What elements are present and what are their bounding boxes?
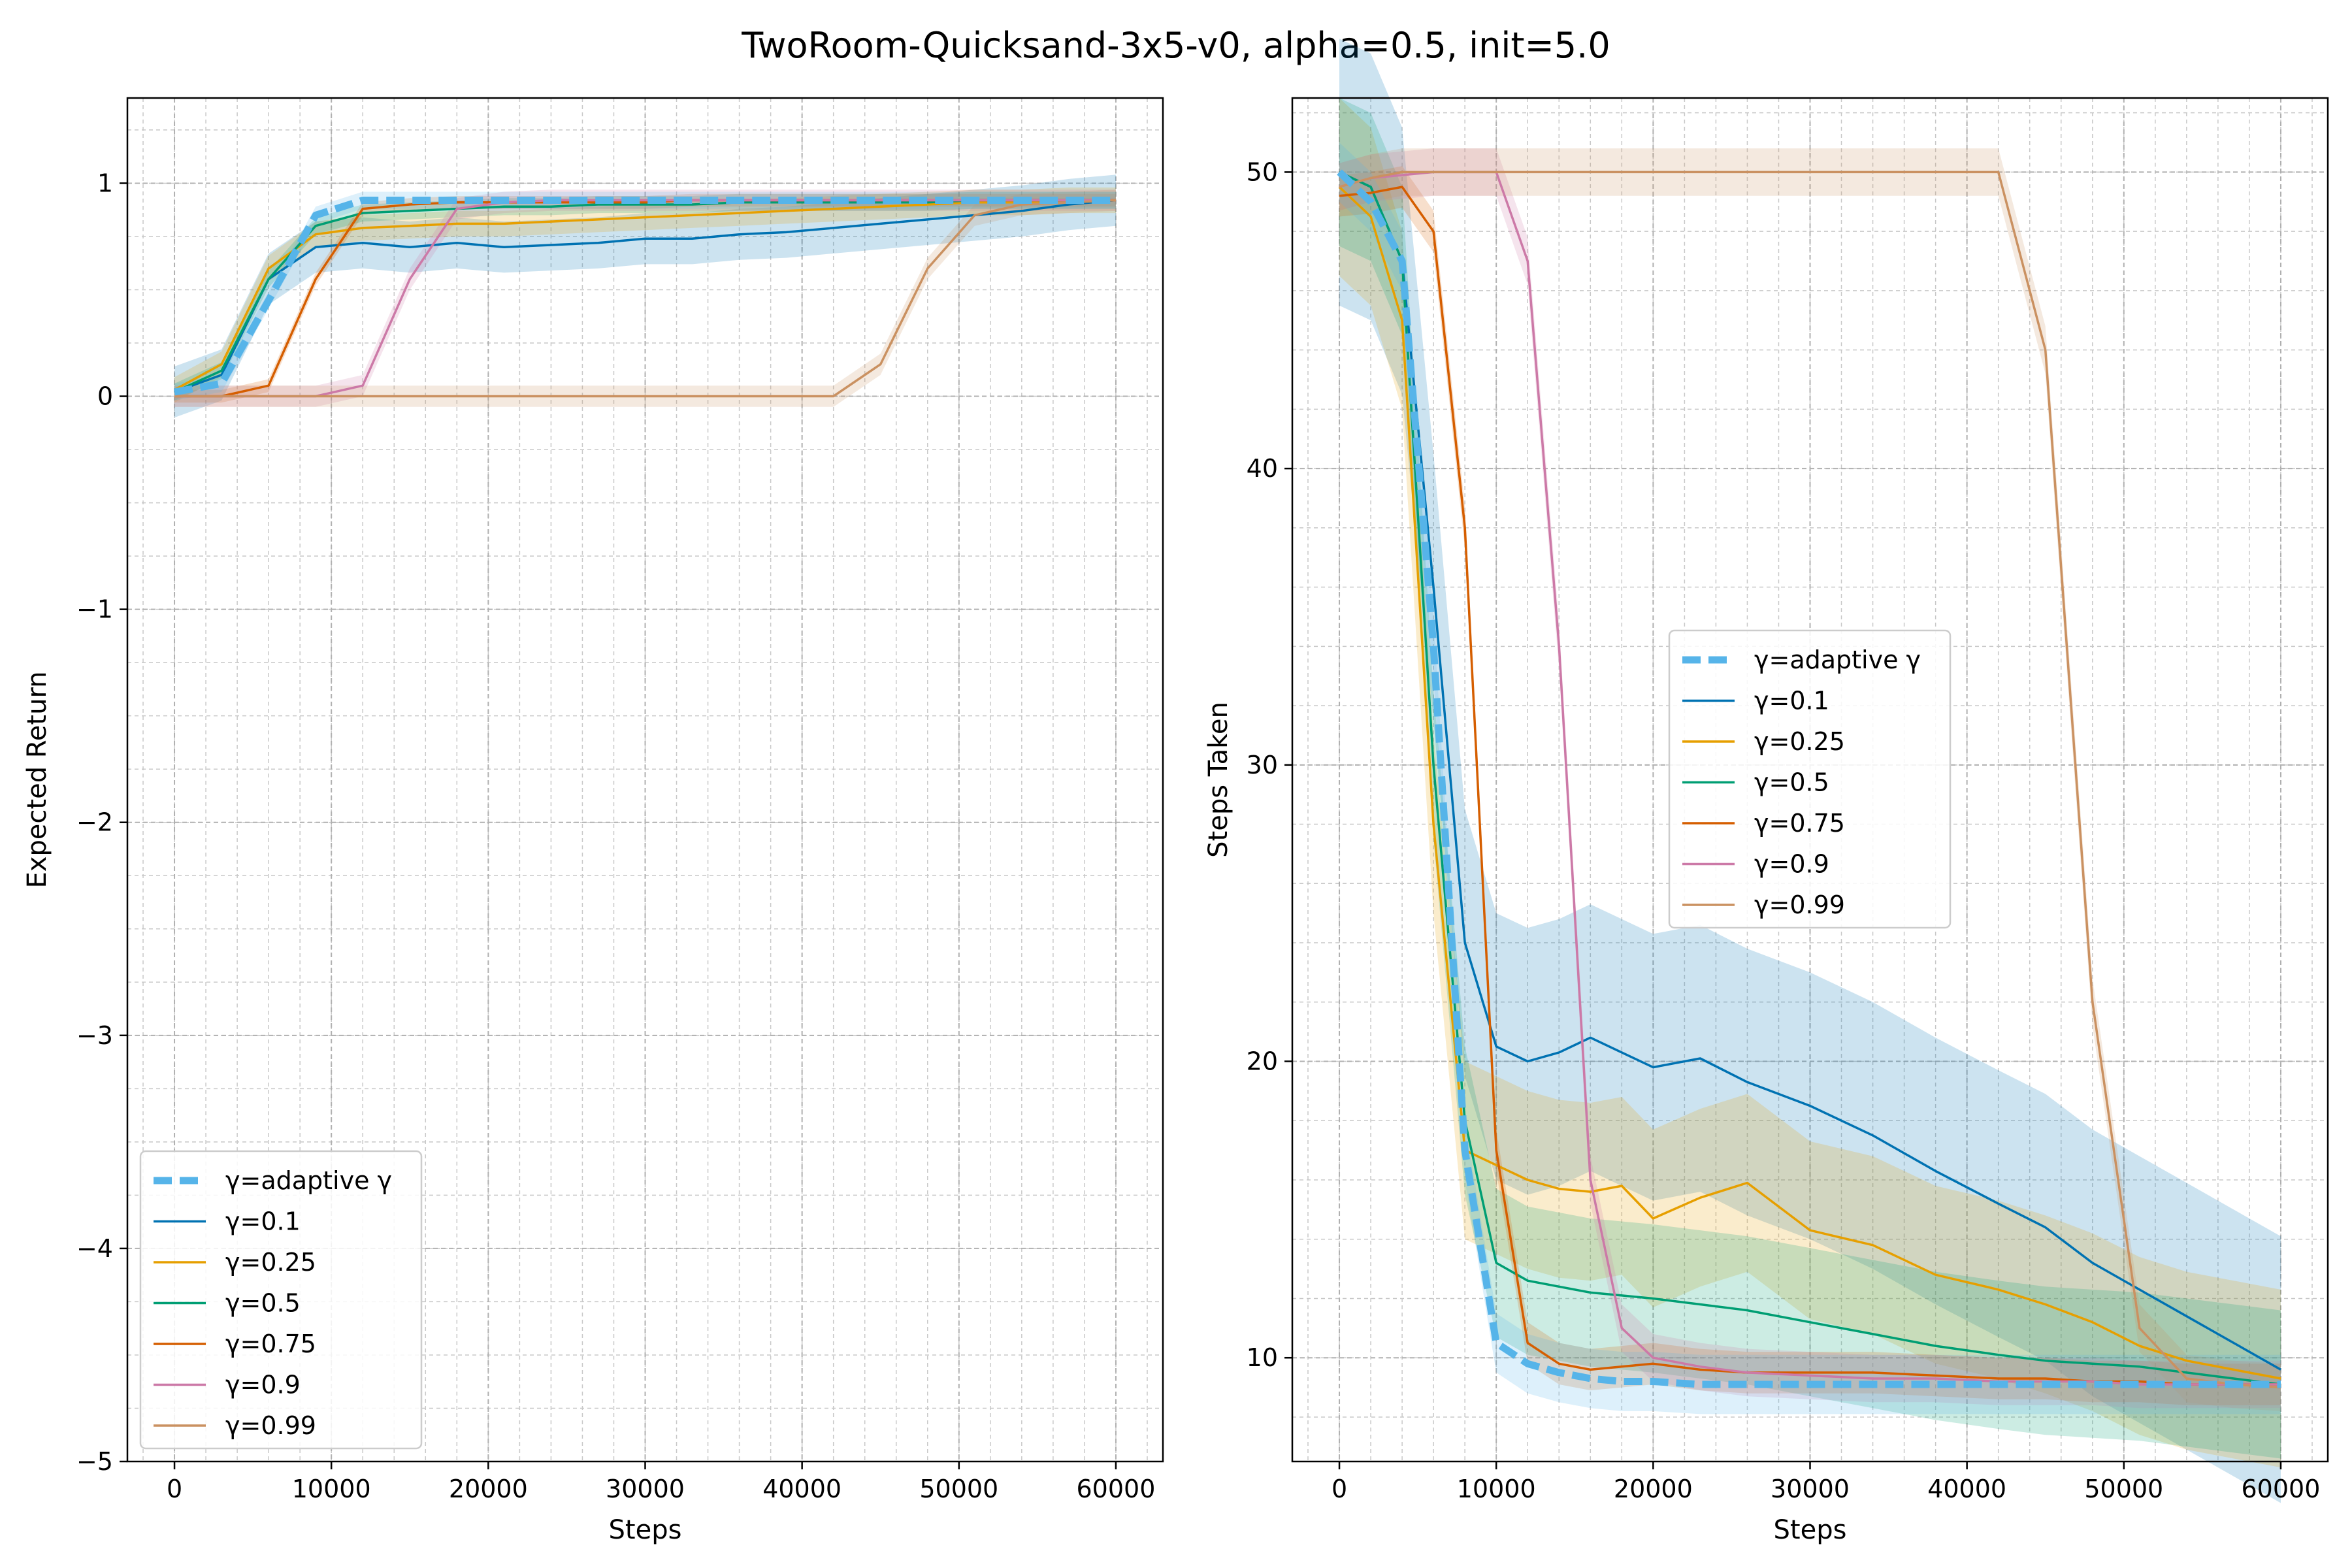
left-y-axis-label: Expected Return bbox=[22, 671, 52, 888]
y-tick-label: 30 bbox=[1247, 751, 1278, 779]
legend-label: γ=0.25 bbox=[225, 1248, 316, 1277]
legend-label: γ=0.1 bbox=[1754, 687, 1829, 715]
series-band bbox=[174, 188, 1116, 403]
left-x-axis-label: Steps bbox=[609, 1515, 682, 1545]
series-line bbox=[1339, 171, 2281, 1371]
right-x-ticks: 0 10000 20000 30000 40000 50000 60000 bbox=[1331, 1462, 2320, 1503]
x-tick-label: 60000 bbox=[2242, 1475, 2321, 1503]
y-tick-label: −5 bbox=[76, 1447, 113, 1476]
y-tick-label: −2 bbox=[76, 808, 113, 837]
legend-label: γ=0.99 bbox=[1754, 890, 1845, 919]
series-line bbox=[174, 199, 1116, 391]
y-tick-label: 10 bbox=[1247, 1343, 1278, 1372]
y-tick-label: 20 bbox=[1247, 1047, 1278, 1076]
legend-label: γ=0.75 bbox=[225, 1330, 316, 1358]
left-panel-expected-return: 0 10000 20000 30000 40000 50000 60000 −5 −4 −3 −2… bbox=[22, 97, 1164, 1545]
y-tick-label: 0 bbox=[97, 382, 113, 411]
y-tick-label: 1 bbox=[97, 169, 113, 197]
y-tick-label: 40 bbox=[1247, 454, 1278, 483]
legend-label: γ=0.9 bbox=[1754, 850, 1829, 879]
legend-label: γ=0.75 bbox=[1754, 809, 1845, 838]
x-tick-label: 40000 bbox=[1927, 1475, 2006, 1503]
series-line bbox=[174, 199, 1117, 393]
y-tick-label: 50 bbox=[1247, 157, 1278, 186]
series-line bbox=[174, 199, 1117, 398]
x-tick-label: 0 bbox=[1331, 1475, 1347, 1503]
right-lines bbox=[1337, 169, 2281, 1389]
figure-title: TwoRoom-Quicksand-3x5-v0, alpha=0.5, ini… bbox=[741, 25, 1610, 66]
x-tick-label: 50000 bbox=[2084, 1475, 2163, 1503]
series-line bbox=[1338, 186, 2281, 1380]
left-lines bbox=[174, 197, 1117, 398]
series-band bbox=[174, 193, 1116, 403]
x-tick-label: 10000 bbox=[1457, 1475, 1536, 1503]
legend-label: γ=adaptive γ bbox=[225, 1166, 392, 1195]
x-tick-label: 20000 bbox=[449, 1475, 528, 1503]
y-tick-label: −4 bbox=[76, 1234, 113, 1263]
x-tick-label: 40000 bbox=[762, 1475, 841, 1503]
legend-label: γ=0.5 bbox=[1754, 768, 1829, 797]
right-x-axis-label: Steps bbox=[1774, 1515, 1847, 1545]
legend-label: γ=adaptive γ bbox=[1754, 645, 1921, 674]
x-tick-label: 50000 bbox=[919, 1475, 998, 1503]
left-legend: γ=adaptive γ γ=0.1 γ=0.25 γ=0.5 γ=0.75 γ=0.9 γ… bbox=[139, 1150, 423, 1450]
legend-label: γ=0.99 bbox=[225, 1411, 316, 1440]
legend-box bbox=[139, 1150, 423, 1450]
series-line bbox=[1337, 169, 2281, 1388]
left-x-ticks: 0 10000 20000 30000 40000 50000 60000 bbox=[167, 1462, 1155, 1503]
series-band bbox=[1339, 98, 2281, 1468]
series-band bbox=[174, 174, 1116, 418]
right-panel-steps-taken: 0 10000 20000 30000 40000 50000 60000 10 20 30 40… bbox=[1203, 39, 2329, 1545]
x-tick-label: 20000 bbox=[1614, 1475, 1693, 1503]
x-tick-label: 10000 bbox=[292, 1475, 371, 1503]
right-bands bbox=[1339, 39, 2281, 1503]
x-tick-label: 60000 bbox=[1077, 1475, 1156, 1503]
series-line bbox=[1339, 171, 2281, 1389]
y-tick-label: −1 bbox=[76, 595, 113, 624]
right-legend: γ=adaptive γ γ=0.1 γ=0.25 γ=0.5 γ=0.75 γ=0.9 γ… bbox=[1668, 629, 1952, 929]
right-y-ticks: 10 20 30 40 50 bbox=[1247, 157, 1292, 1372]
legend-label: γ=0.25 bbox=[1754, 727, 1845, 756]
y-tick-label: −3 bbox=[76, 1021, 113, 1050]
series-line bbox=[174, 199, 1116, 398]
right-y-axis-label: Steps Taken bbox=[1203, 702, 1233, 858]
legend-label: γ=0.1 bbox=[225, 1207, 301, 1236]
legend-box bbox=[1668, 629, 1952, 929]
series-band bbox=[1339, 98, 2281, 1459]
x-tick-label: 0 bbox=[167, 1475, 182, 1503]
series-band bbox=[1339, 39, 2281, 1503]
legend-label: γ=0.5 bbox=[225, 1289, 301, 1318]
x-tick-label: 30000 bbox=[1771, 1475, 1850, 1503]
left-y-ticks: −5 −4 −3 −2 −1 0 1 bbox=[76, 169, 127, 1476]
legend-label: γ=0.9 bbox=[225, 1371, 301, 1399]
x-tick-label: 30000 bbox=[606, 1475, 685, 1503]
